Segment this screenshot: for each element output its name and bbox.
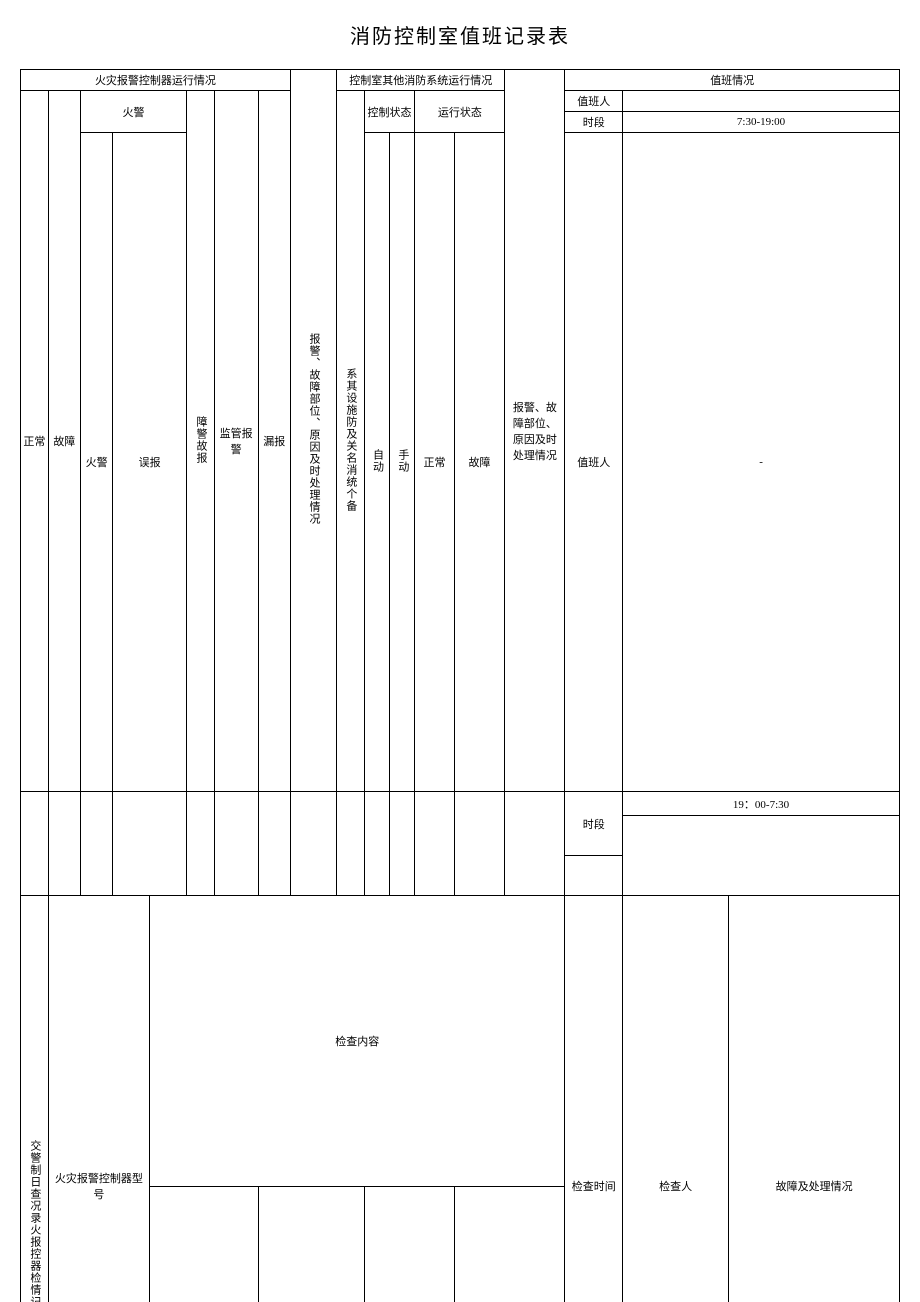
data-cell <box>565 856 623 896</box>
duty-header: 值班情况 <box>565 70 900 91</box>
fire-alarm-col: 火警 <box>80 91 186 133</box>
section2-header: 控制室其他消防系统运行情况 <box>337 70 505 91</box>
sub-fire-alarm: 火警 <box>80 133 112 792</box>
data-cell <box>80 792 112 896</box>
data-cell <box>454 792 505 896</box>
data-cell <box>113 792 187 896</box>
data-cell <box>290 792 336 896</box>
fault-handle: 故障及处理情况 <box>729 896 900 1302</box>
data-cell <box>258 792 290 896</box>
duty-shift1: 7:30-19:00 <box>623 112 900 133</box>
false-alarm: 误报 <box>113 133 187 792</box>
normal2-col: 正常 <box>415 133 454 792</box>
data-cell <box>390 792 415 896</box>
data-cell <box>187 792 215 896</box>
data-cell <box>21 792 49 896</box>
model-label: 火灾报警控制器型号 <box>48 896 150 1302</box>
main-power-col: 主电源 <box>364 1186 454 1302</box>
run-state: 运行状态 <box>415 91 505 133</box>
fault2-col: 故障 <box>454 133 505 792</box>
data-cell <box>623 816 900 896</box>
sys-equip: 系其设施防及关名消统个备 <box>337 91 365 792</box>
duty-shift2: 19：00-7:30 <box>623 792 900 816</box>
duty-person-1: 值班人 <box>565 91 623 112</box>
supervise-alarm: 监管报警 <box>214 91 258 792</box>
duty-period-2: 时段 <box>565 792 623 856</box>
duty-period-1: 时段 <box>565 112 623 133</box>
alarm-fault-loc2: 报警、故障部位、原因及时处理情况 <box>505 70 565 792</box>
mute-col: 消音 <box>150 1186 258 1302</box>
reset-col: 复位 <box>258 1186 364 1302</box>
backup-power-col: 备用电源 <box>454 1186 565 1302</box>
normal-col: 正常 <box>21 91 49 792</box>
auto-col: 自动 <box>364 133 389 792</box>
section1-header: 火灾报警控制器运行情况 <box>21 70 291 91</box>
check-person: 检查人 <box>623 896 729 1302</box>
page-title: 消防控制室值班记录表 <box>20 20 900 49</box>
missed-report: 漏报 <box>258 91 290 792</box>
duty-person-2: 值班人 <box>565 133 623 792</box>
data-cell <box>337 792 365 896</box>
main-table: 火灾报警控制器运行情况 报警、故障部位、原因及时处理情况 控制室其他消防系统运行… <box>20 69 900 1302</box>
section3-side: 交警制日查况录火报控器检情记 <box>21 896 49 1302</box>
data-cell <box>214 792 258 896</box>
fault-col: 故障 <box>48 91 80 792</box>
data-cell <box>364 792 389 896</box>
duty-person-1-val <box>623 91 900 112</box>
alarm-fault-loc: 报警、故障部位、原因及时处理情况 <box>290 70 336 792</box>
check-content: 检查内容 <box>150 896 565 1187</box>
check-time: 检查时间 <box>565 896 623 1302</box>
manual-col: 手动 <box>390 133 415 792</box>
fault-alarm-report: 障警故报 <box>187 91 215 792</box>
duty-dash: - <box>623 133 900 792</box>
data-cell <box>415 792 454 896</box>
data-cell <box>48 792 80 896</box>
control-state: 控制状态 <box>364 91 415 133</box>
data-cell <box>505 792 565 896</box>
